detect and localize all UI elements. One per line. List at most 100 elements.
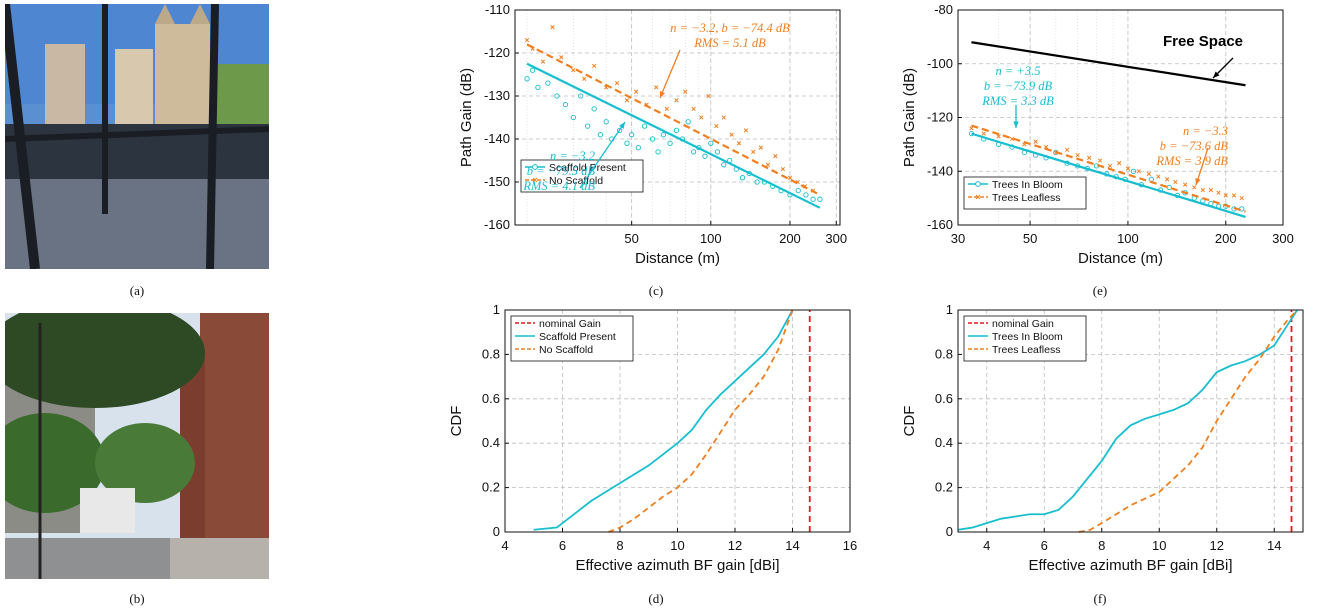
data-point — [1223, 193, 1228, 198]
data-point — [765, 162, 771, 167]
chart-f-cdf-trees: 4 6 8 10 12 14 0 0.2 0.4 0.6 0.8 1 Effective azimuth… — [901, 302, 1304, 574]
legend-marker — [532, 164, 538, 170]
fit-line — [971, 132, 1246, 218]
x-tick-label: 50 — [624, 231, 638, 246]
annotation-arrowhead — [659, 91, 665, 98]
data-point — [1146, 171, 1152, 177]
y-axis-label: Path Gain (dB) — [901, 68, 918, 167]
x-tick-label: 4 — [501, 538, 508, 553]
data-point — [562, 101, 569, 108]
data-point — [529, 67, 536, 73]
y-axis-label: CDF — [901, 406, 918, 437]
annotation-arrow — [1195, 147, 1209, 186]
data-point — [743, 128, 749, 133]
data-point — [1173, 179, 1178, 185]
y-tick-label: -110 — [485, 2, 510, 17]
annotation-text: n = −3.2, b = −74.4 dB — [670, 21, 790, 35]
photo-b-street-trees — [5, 313, 269, 579]
data-point — [1117, 161, 1122, 166]
y-tick-label: -140 — [927, 163, 953, 178]
axes-box — [957, 309, 1304, 533]
x-tick-label: 4 — [983, 538, 990, 553]
data-point — [758, 145, 764, 150]
chart-c-path-gain-scaffold: 50 100 200 300 -160 -150 -140 -130 -120 -110 Dista… — [458, 2, 847, 267]
legend-label: Trees In Bloom — [992, 179, 1063, 191]
annotation-arrow — [659, 49, 681, 99]
x-tick-label: 300 — [1272, 231, 1294, 246]
legend-box — [963, 315, 1087, 362]
data-point — [545, 80, 551, 86]
data-point — [591, 63, 597, 69]
annotation-text: RMS = 3.3 dB — [981, 94, 1054, 108]
data-point — [664, 106, 669, 112]
caption-a: (a) — [129, 283, 145, 298]
data-point — [1208, 187, 1214, 193]
data-point — [702, 153, 708, 159]
x-tick-label: 200 — [779, 231, 801, 246]
y-tick-label: 0.8 — [935, 346, 953, 361]
data-point — [660, 132, 667, 138]
legend-box — [510, 315, 634, 362]
data-point — [739, 175, 746, 181]
y-tick-label: -120 — [484, 45, 510, 60]
y-tick-label: 1 — [493, 302, 500, 317]
y-axis-label: CDF — [448, 406, 465, 437]
data-point — [1075, 152, 1080, 158]
y-tick-label: 0.2 — [935, 480, 953, 495]
annotation-text: n = −3.2 — [550, 149, 595, 163]
annotation-text: b = −73.9 dB — [984, 79, 1053, 93]
x-tick-label: 12 — [1210, 538, 1224, 553]
data-point — [633, 89, 639, 94]
annotation-arrowhead — [619, 122, 625, 129]
data-point — [674, 98, 679, 103]
y-tick-label: 0.8 — [482, 346, 500, 361]
series-scaffold-present — [524, 62, 823, 209]
annotation-arrowhead — [1213, 71, 1220, 78]
caption-d: (d) — [648, 591, 664, 606]
data-point — [1130, 168, 1137, 174]
data-point — [1064, 147, 1070, 152]
annotation-text: b = −73.6 dB — [1160, 139, 1229, 153]
fit-line — [971, 124, 1246, 213]
data-point — [773, 154, 778, 159]
x-tick-label: 30 — [951, 231, 965, 246]
x-tick-label: 6 — [559, 538, 566, 553]
x-tick-label: 200 — [1215, 231, 1237, 246]
data-point — [714, 123, 719, 129]
data-point — [655, 149, 661, 155]
x-tick-label: 10 — [670, 538, 684, 553]
data-point — [1183, 182, 1188, 187]
data-point — [614, 80, 620, 86]
y-tick-label: 0 — [946, 524, 953, 539]
data-point — [706, 93, 711, 99]
y-tick-label: -160 — [927, 217, 953, 232]
x-tick-label: 16 — [843, 538, 857, 553]
data-point — [795, 187, 801, 194]
data-point — [690, 149, 697, 155]
x-tick-label: 8 — [1098, 538, 1105, 553]
data-point — [803, 192, 809, 198]
data-point — [729, 132, 734, 137]
series-trees-in-bloom — [968, 130, 1246, 218]
y-tick-label: -150 — [484, 174, 510, 189]
data-point — [1239, 195, 1244, 201]
series-line — [533, 309, 794, 531]
data-point — [591, 106, 597, 112]
legend-label: Trees Leafless — [992, 192, 1060, 204]
data-point — [554, 93, 560, 99]
x-tick-label: 100 — [700, 231, 722, 246]
photo-b-drawing — [5, 313, 269, 579]
y-tick-label: -120 — [927, 110, 953, 125]
data-point — [996, 134, 1001, 139]
x-tick-label: 8 — [616, 538, 623, 553]
legend-label: Scaffold Present — [539, 331, 616, 343]
axes-box — [957, 9, 1284, 226]
data-point — [1033, 139, 1038, 144]
data-point — [736, 141, 742, 146]
series-trees-in-bloom — [957, 309, 1299, 531]
data-point — [1125, 166, 1131, 171]
data-point — [780, 166, 786, 172]
x-tick-label: 12 — [728, 538, 742, 553]
x-tick-label: 10 — [1152, 538, 1166, 553]
